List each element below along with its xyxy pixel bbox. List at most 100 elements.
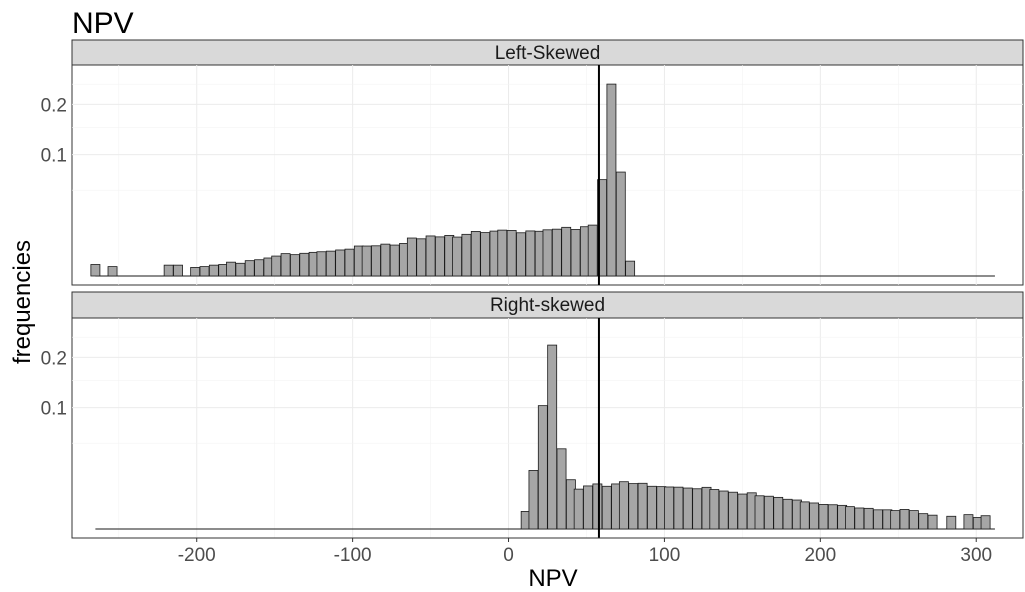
histogram-bar bbox=[551, 228, 562, 277]
histogram-bar bbox=[416, 238, 427, 277]
y-tick-label: 0.2 bbox=[41, 348, 67, 369]
histogram-bar bbox=[946, 515, 957, 530]
histogram-bar bbox=[570, 229, 581, 277]
histogram-bar bbox=[628, 483, 639, 530]
histogram-bar bbox=[90, 264, 101, 277]
histogram-bar bbox=[647, 485, 657, 530]
histogram-bar bbox=[271, 255, 282, 277]
histogram-bar bbox=[235, 262, 246, 277]
histogram-bar bbox=[380, 243, 391, 277]
y-tick-label: 0.1 bbox=[41, 399, 67, 420]
histogram-bar bbox=[506, 230, 517, 277]
histogram-bar bbox=[854, 507, 865, 530]
histogram-bar bbox=[244, 260, 255, 277]
histogram-bar bbox=[673, 486, 684, 530]
x-tick-label: -200 bbox=[178, 545, 216, 566]
x-tick-label: 300 bbox=[960, 545, 992, 566]
histogram-bar bbox=[226, 261, 236, 277]
histogram-bar bbox=[682, 487, 693, 530]
facet-strip bbox=[71, 39, 1024, 66]
histogram-bar bbox=[873, 509, 883, 530]
histogram-bar bbox=[773, 496, 784, 530]
y-tick-label: 0.2 bbox=[41, 95, 67, 116]
facet-panels: Left-Skewed 0.1 0.2 Right-skewed 0.1 0.2 bbox=[41, 39, 1024, 539]
histogram-bar bbox=[782, 498, 793, 530]
x-tick-label: -100 bbox=[334, 545, 372, 566]
histogram-bar bbox=[587, 224, 598, 277]
histogram-bar bbox=[737, 493, 748, 530]
histogram-bar bbox=[316, 251, 327, 277]
histogram-bar bbox=[190, 267, 201, 277]
chart-title: NPV bbox=[72, 7, 134, 40]
histogram-bar bbox=[542, 229, 553, 277]
histogram-bar bbox=[763, 495, 774, 530]
x-axis-ticks: -200 -100 0 100 200 300 bbox=[72, 537, 1023, 566]
x-tick-label: 0 bbox=[503, 545, 514, 566]
histogram-bar bbox=[299, 252, 310, 277]
histogram-bar bbox=[601, 485, 612, 530]
histogram-bar bbox=[664, 486, 675, 530]
facet-panel-1: Left-Skewed 0.1 0.2 bbox=[41, 39, 1024, 286]
histogram-bar bbox=[389, 244, 400, 277]
histogram-bar bbox=[908, 510, 919, 530]
histogram-bar bbox=[208, 264, 219, 277]
histogram-bar bbox=[425, 235, 436, 277]
y-tick-label: 0.1 bbox=[41, 146, 67, 167]
histogram-bar bbox=[406, 237, 417, 277]
histogram-bar bbox=[452, 236, 462, 277]
x-tick-label: 200 bbox=[804, 545, 836, 566]
x-tick-label: 100 bbox=[649, 545, 681, 566]
histogram-bar bbox=[497, 229, 508, 277]
histogram-bar bbox=[618, 481, 629, 530]
histogram-bar bbox=[280, 253, 291, 277]
x-axis-title: NPV bbox=[528, 565, 577, 592]
histogram-bar bbox=[692, 488, 703, 530]
histogram-bar bbox=[718, 490, 729, 530]
histogram-bar bbox=[325, 250, 336, 277]
histogram-bar bbox=[809, 502, 820, 530]
histogram-bar bbox=[709, 489, 720, 530]
y-axis-title: frequencies bbox=[9, 240, 36, 364]
histogram-bar bbox=[470, 231, 481, 277]
histogram-bar bbox=[625, 260, 636, 277]
histogram-bar bbox=[107, 266, 118, 277]
histogram-bar bbox=[899, 509, 910, 530]
histogram-bar bbox=[918, 513, 929, 530]
histogram-bar bbox=[583, 485, 593, 530]
histogram-bar bbox=[361, 245, 372, 277]
histogram-bar bbox=[799, 501, 810, 530]
histogram-bar bbox=[335, 249, 346, 277]
histogram-bar bbox=[435, 236, 445, 277]
histogram-bar bbox=[827, 504, 838, 530]
histogram-bar bbox=[290, 254, 300, 277]
facet-panel-2: Right-skewed 0.1 0.2 bbox=[41, 291, 1024, 539]
histogram-bar bbox=[480, 232, 491, 277]
histogram-bar bbox=[637, 482, 648, 530]
histogram-bar bbox=[461, 233, 472, 277]
histogram-bar bbox=[516, 232, 526, 277]
facet-strip bbox=[71, 291, 1024, 319]
histogram-bar bbox=[927, 514, 938, 530]
histogram-bar bbox=[344, 248, 355, 277]
histogram-bar bbox=[845, 506, 855, 530]
facet-strip-label: Right-skewed bbox=[490, 295, 605, 316]
histogram-bar bbox=[163, 264, 174, 277]
histogram-bar bbox=[963, 514, 974, 530]
histogram-bar bbox=[173, 264, 183, 277]
histogram-bar bbox=[573, 488, 584, 530]
histogram-bar bbox=[254, 259, 265, 277]
histogram-bar bbox=[528, 470, 539, 530]
histogram-bar bbox=[615, 171, 626, 277]
histogram-bar bbox=[728, 491, 738, 530]
facet-strip-label: Left-Skewed bbox=[495, 43, 601, 64]
histogram-bar bbox=[547, 344, 558, 530]
histogram-bar bbox=[890, 510, 901, 530]
histogram-bar bbox=[606, 83, 617, 277]
histogram-bar bbox=[525, 230, 536, 277]
histogram-bar bbox=[537, 405, 548, 530]
histogram-bar bbox=[371, 245, 381, 277]
histogram-bar bbox=[863, 507, 874, 530]
histogram-bar bbox=[556, 448, 567, 530]
histogram-bar bbox=[561, 226, 572, 277]
histogram-bar bbox=[754, 495, 765, 530]
